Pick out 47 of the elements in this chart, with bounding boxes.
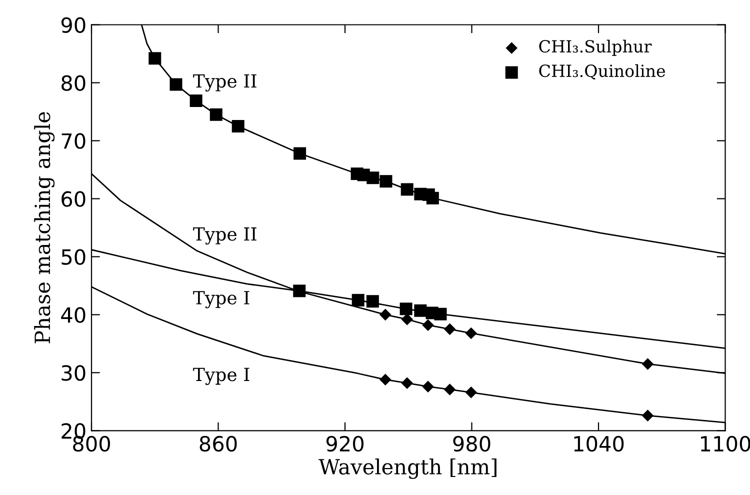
point [148,52,162,65]
y-tick-label: 40 [61,307,86,323]
y-tick-label: 80 [62,75,86,91]
point [642,358,654,370]
point [210,108,222,121]
point [379,374,392,386]
point [379,308,392,321]
annotation: Type I [193,291,250,308]
point [444,323,456,336]
point [170,78,182,91]
point [444,384,456,396]
point [352,294,364,306]
point [422,380,434,392]
legend-label: CHI₃.Quinoline [539,64,666,80]
y-tick-label: 90 [61,17,86,33]
point [400,302,412,316]
point [642,410,654,422]
point [380,175,392,188]
y-tick-label: 70 [62,133,86,149]
legend-label: CHI₃.Sulphur [539,40,652,56]
point [422,319,434,332]
point [434,308,447,320]
x-axis-title: Wavelength [nm] [318,458,496,479]
x-tick-label: 1040 [574,436,624,452]
y-tick-label: 50 [62,249,86,265]
point [426,192,439,204]
x-tick-label: 1100 [701,436,750,452]
point [401,377,413,389]
x-tick-label: 860 [200,436,237,452]
point [465,386,478,398]
point [293,284,306,298]
annotation: Type I [193,368,250,385]
point [232,120,244,132]
point [294,147,306,160]
point [465,327,478,340]
point [414,304,427,317]
point [190,94,202,107]
x-tick-label: 980 [453,436,490,452]
annotation: Type II [193,74,256,92]
point [366,295,379,308]
annotation: Type II [193,227,256,245]
point [400,183,414,196]
point [366,172,380,184]
y-tick-label: 60 [62,191,86,207]
y-tick-label: 30 [62,365,86,381]
y-axis-title: Phase matching angle [34,112,55,344]
x-tick-label: 920 [326,436,364,452]
